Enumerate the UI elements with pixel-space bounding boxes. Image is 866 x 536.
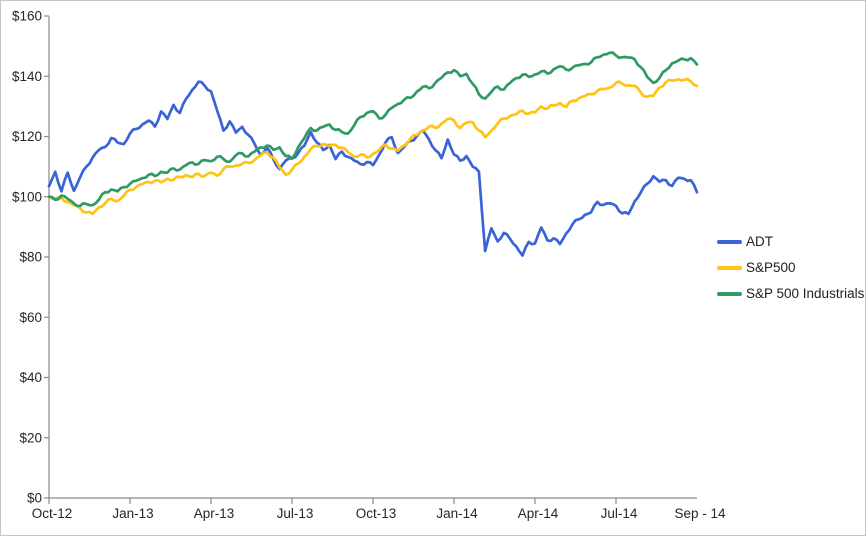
y-axis-tick-label: $120 (12, 129, 42, 144)
x-axis-tick-label: Oct-12 (32, 506, 73, 521)
series-line-adt (47, 80, 699, 257)
y-axis-tick-label: $80 (19, 250, 42, 265)
chart-legend: ADT S&P500 S&P 500 Industrials (717, 234, 864, 301)
y-axis-tick-label: $60 (19, 310, 42, 325)
y-axis-tick-label: $100 (12, 189, 42, 204)
legend-item-sp500-industrials: S&P 500 Industrials (717, 286, 864, 301)
legend-swatch-adt (717, 239, 742, 244)
legend-item-sp500: S&P500 (717, 260, 864, 275)
legend-swatch-sp500-industrials (717, 291, 742, 296)
y-axis-tick-label: $0 (27, 491, 42, 506)
x-axis-tick-label: Jan-14 (436, 506, 478, 521)
y-axis-tick-label: $160 (12, 9, 42, 24)
legend-label-sp500: S&P500 (746, 260, 796, 275)
y-axis-tick-label: $40 (19, 370, 42, 385)
legend-item-adt: ADT (717, 234, 864, 249)
y-axis-tick-label: $20 (19, 430, 42, 445)
x-axis-tick-label: Apr-13 (194, 506, 235, 521)
legend-swatch-sp500 (717, 265, 742, 270)
x-axis-tick-label: Jul-13 (277, 506, 314, 521)
series-line-s-p500 (47, 77, 699, 216)
x-axis-tick-label: Jul-14 (601, 506, 638, 521)
legend-label-adt: ADT (746, 234, 773, 249)
series-line-s-p-500-industrials (47, 51, 699, 208)
x-axis-tick-label: Oct-13 (356, 506, 397, 521)
legend-label-sp500-industrials: S&P 500 Industrials (746, 286, 865, 301)
x-axis-tick-label: Jan-13 (112, 506, 153, 521)
y-axis-tick-label: $140 (12, 69, 42, 84)
x-axis-tick-label: Sep - 14 (674, 506, 726, 521)
x-axis-tick-label: Apr-14 (518, 506, 559, 521)
